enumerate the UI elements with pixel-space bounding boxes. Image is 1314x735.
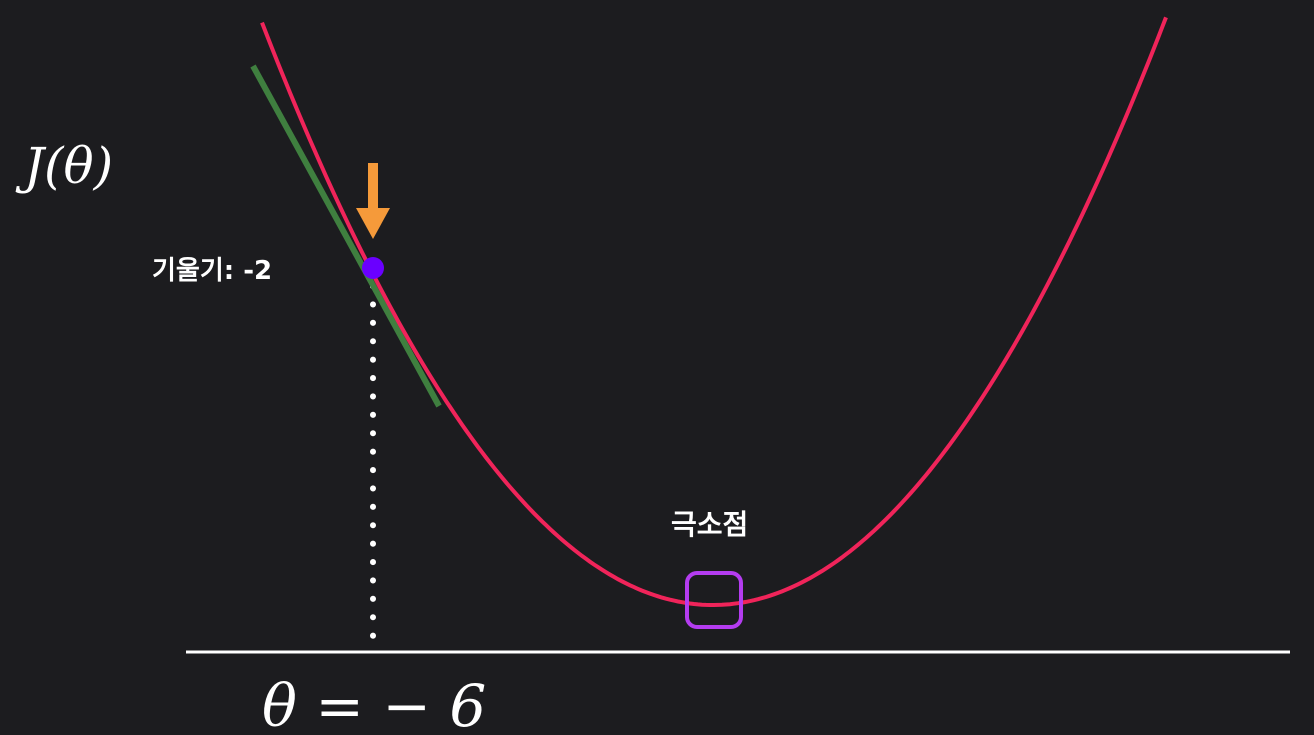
cost-curve [260, 16, 1168, 607]
down-arrow-icon [356, 163, 390, 239]
y-axis-label: J(θ) [15, 137, 113, 195]
minimum-label: 극소점 [671, 508, 748, 541]
slope-label: 기울기: -2 [152, 256, 272, 286]
theta-value-label: θ = − 6 [262, 672, 486, 735]
minimum-marker-box [685, 571, 743, 629]
current-point [362, 257, 384, 279]
tangent-line [250, 64, 442, 408]
